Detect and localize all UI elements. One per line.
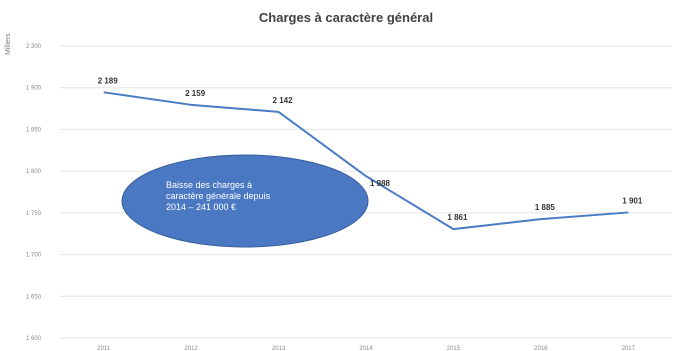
y-tick-label: 2 300 — [26, 44, 42, 50]
y-tick-label: 1 900 — [26, 86, 42, 92]
annotation-text: Baisse des charges à — [166, 180, 252, 190]
y-tick-label: 1 750 — [26, 211, 42, 217]
data-label: 2 159 — [185, 89, 206, 98]
x-tick-label: 2015 — [447, 346, 461, 351]
y-tick-label: 1 600 — [26, 336, 42, 342]
x-tick-label: 2016 — [534, 346, 548, 351]
y-tick-label: 1 850 — [26, 127, 42, 133]
chart-title: Charges à caractère général — [258, 10, 434, 25]
series-line — [103, 91, 629, 231]
data-label: 1 901 — [622, 196, 643, 205]
data-label: 2 142 — [273, 96, 294, 105]
annotation-text: 2014 – 241 000 € — [166, 202, 236, 212]
series-line-layer — [103, 91, 629, 231]
y-tick-label: 1 800 — [26, 169, 42, 175]
y-tick-label: 1 650 — [26, 294, 42, 300]
gridlines — [60, 45, 672, 339]
data-labels: 2 189 2 159 2 142 1 988 1 861 1 885 1 901 — [98, 76, 643, 222]
data-label: 1 885 — [535, 203, 556, 212]
data-label: 1 988 — [370, 179, 391, 188]
x-tick-label: 2013 — [272, 346, 286, 351]
x-tick-label: 2011 — [97, 346, 111, 351]
y-tick-labels: 1 600 1 650 1 700 1 750 1 800 1 850 1 900 2 300 — [26, 44, 42, 342]
y-tick-label: 1 700 — [26, 253, 42, 259]
annotation-text: caractère générale depuis — [166, 191, 271, 201]
x-tick-label: 2014 — [359, 346, 373, 351]
annotation-ellipse — [121, 154, 369, 248]
x-tick-labels: 2011 2012 2013 2014 2015 2016 2017 — [97, 346, 635, 351]
x-tick-label: 2017 — [622, 346, 636, 351]
data-label: 1 861 — [447, 213, 468, 222]
data-label: 2 189 — [98, 76, 119, 85]
x-tick-label: 2012 — [184, 346, 198, 351]
